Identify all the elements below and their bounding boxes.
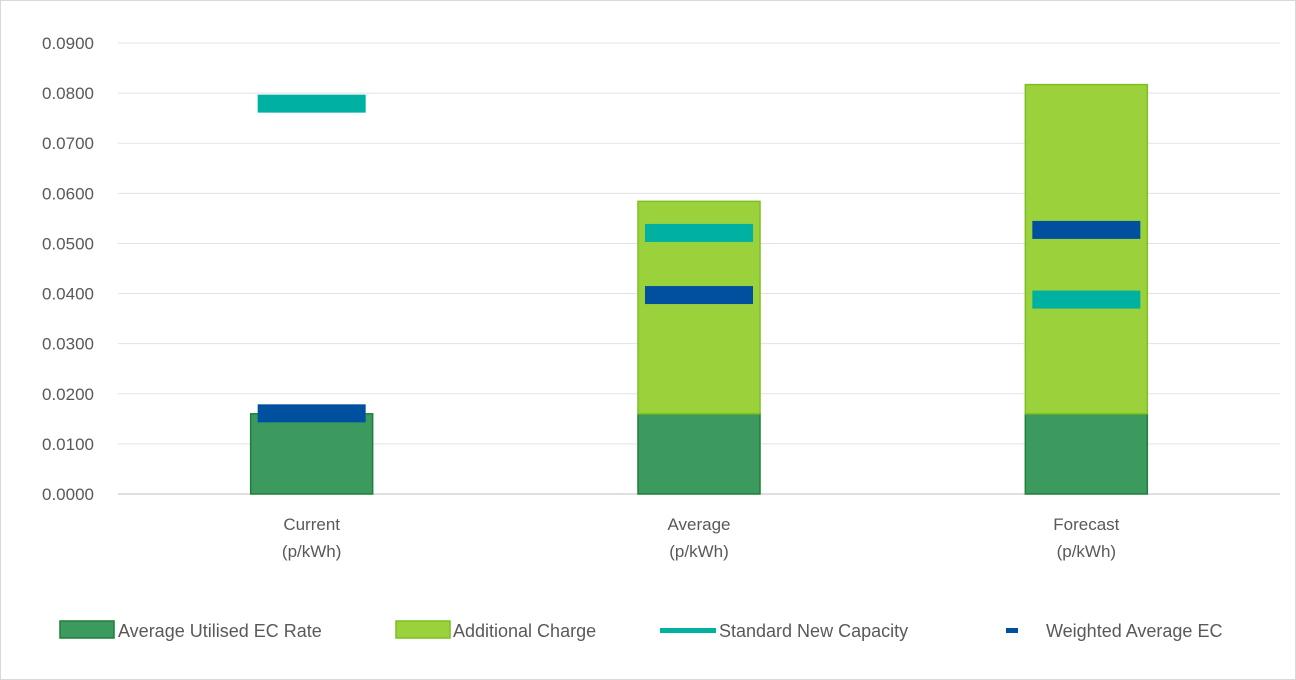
y-tick-label: 0.0900 [42, 34, 94, 53]
y-tick-label: 0.0100 [42, 435, 94, 454]
legend-label: Average Utilised EC Rate [118, 621, 322, 641]
y-tick-label: 0.0800 [42, 84, 94, 103]
y-tick-label: 0.0000 [42, 485, 94, 504]
marker-standard-new-capacity [1032, 290, 1141, 309]
legend-swatch [59, 620, 115, 639]
marker-standard-new-capacity [645, 223, 753, 242]
y-tick-label: 0.0600 [42, 184, 94, 203]
x-category-label: (p/kWh) [282, 542, 342, 561]
y-tick-label: 0.0200 [42, 385, 94, 404]
legend: Average Utilised EC Rate Additional Charg… [59, 620, 1222, 641]
x-category-label: Average [667, 515, 730, 534]
legend-swatch [1006, 628, 1018, 633]
bar-average-utilised-ec-rate [249, 413, 374, 495]
legend-swatch [395, 620, 451, 639]
y-tick-label: 0.0700 [42, 134, 94, 153]
x-category-label: (p/kWh) [669, 542, 729, 561]
legend-label: Weighted Average EC [1046, 621, 1222, 641]
marker-weighted-average-ec [645, 286, 753, 305]
x-axis-labels: Current (p/kWh) Average (p/kWh) Forecast (p/k… [282, 515, 1120, 561]
marker-standard-new-capacity [257, 94, 366, 113]
x-category-label: Current [283, 515, 340, 534]
x-category-label: (p/kWh) [1057, 542, 1117, 561]
bar-average-utilised-ec-rate [637, 413, 761, 495]
legend-label: Additional Charge [453, 621, 596, 641]
y-tick-label: 0.0500 [42, 234, 94, 253]
legend-swatch [660, 628, 716, 633]
legend-label: Standard New Capacity [719, 621, 908, 641]
y-tick-label: 0.0400 [42, 285, 94, 304]
markers [257, 94, 1141, 423]
y-axis-ticks: 0.0000 0.0100 0.0200 0.0300 0.0400 0.0500 0.06… [42, 34, 94, 504]
marker-weighted-average-ec [257, 404, 366, 423]
marker-weighted-average-ec [1032, 220, 1141, 239]
bar-average-utilised-ec-rate [1024, 413, 1149, 495]
bar-additional-charge [1024, 83, 1149, 415]
x-category-label: Forecast [1053, 515, 1119, 534]
y-tick-label: 0.0300 [42, 335, 94, 354]
